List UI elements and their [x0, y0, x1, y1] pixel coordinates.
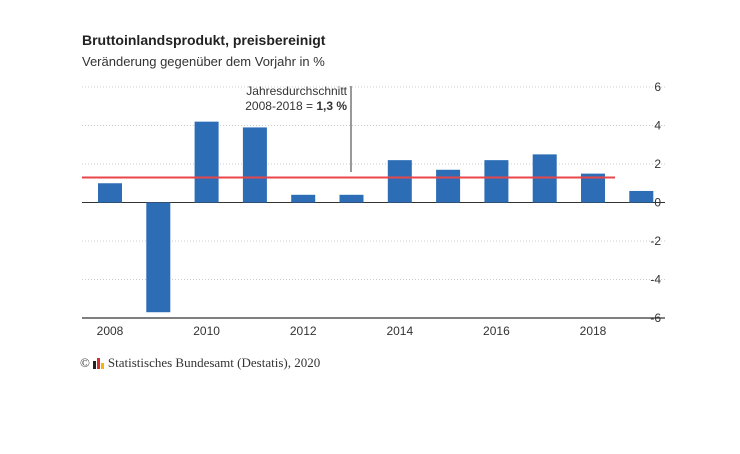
bar-2015 [436, 169, 461, 203]
x-tick-label: 2018 [580, 324, 607, 338]
x-tick-label: 2010 [193, 324, 220, 338]
y-tick-label: 2 [654, 157, 661, 171]
destatis-logo-icon [92, 357, 104, 369]
bar-2011 [242, 127, 267, 203]
annotation-line2: 2008-2018 = 1,3 % [245, 99, 347, 113]
x-tick-label: 2008 [97, 324, 124, 338]
bar-2014 [387, 160, 412, 203]
y-tick-label: -2 [650, 234, 661, 248]
y-tick-label: 6 [654, 80, 661, 94]
y-tick-label: -4 [650, 273, 661, 287]
bar-2008 [98, 183, 122, 203]
source-text: Statistisches Bundesamt (Destatis), 2020 [107, 355, 321, 370]
y-tick-label: 0 [654, 196, 661, 210]
annotation-line1: Jahresdurchschnitt [246, 84, 347, 98]
copyright-symbol: © [80, 355, 90, 370]
x-tick-label: 2014 [386, 324, 413, 338]
chart-title: Bruttoinlandsprodukt, preisbereinigt [82, 32, 326, 48]
x-tick-label: 2016 [483, 324, 510, 338]
bar-2012 [291, 194, 316, 203]
bar-2010 [194, 121, 219, 203]
y-tick-label: 4 [654, 119, 661, 133]
bar-2016 [484, 160, 509, 203]
chart-subtitle: Veränderung gegenüber dem Vorjahr in % [82, 54, 325, 69]
bar-2009 [146, 202, 171, 313]
bar-2019 [629, 190, 654, 203]
x-tick-label: 2012 [290, 324, 317, 338]
bar-2013 [339, 194, 364, 203]
source-note: © Statistisches Bundesamt (Destatis), 20… [80, 355, 320, 371]
